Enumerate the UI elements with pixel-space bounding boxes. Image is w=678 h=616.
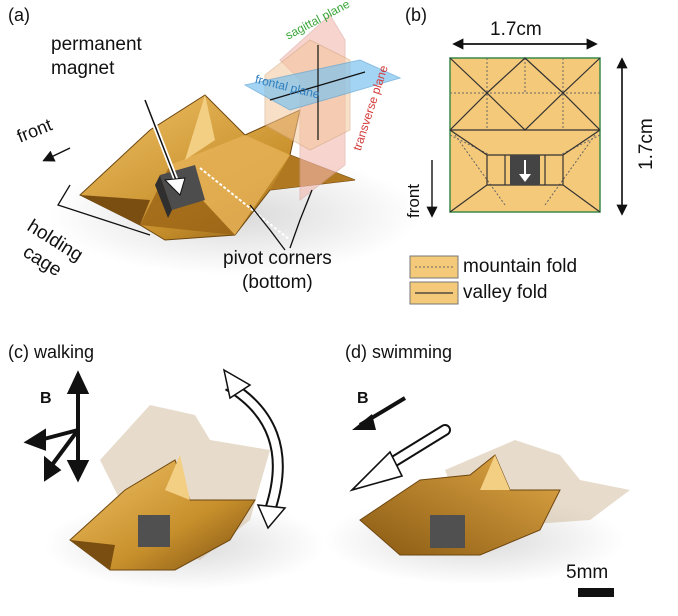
panel-c-robot [45,405,325,590]
field-label-c: B [40,390,52,407]
legend-mountain-fold: mountain fold [463,256,578,277]
panel-c-label: (c) walking [8,342,95,362]
swim-direction-arrow-icon [349,424,451,492]
pivot-dotted-line [199,167,291,241]
pivot-corners-line2: (bottom) [242,272,313,293]
width-label: 1.7cm [490,19,542,40]
permanent-magnet-label: permanent magnet [51,33,142,81]
permanent-magnet-line2: magnet [51,58,115,79]
front-arrow-a [42,147,71,162]
panel-a-label: (a) [8,5,30,25]
crease-pattern [409,38,628,305]
field-label-d: B [357,390,369,407]
legend-valley-fold: valley fold [463,282,548,303]
magnet-arrow-icon [163,177,186,196]
anatomical-planes [243,14,402,202]
rocking-arrow-icon [222,368,287,530]
pivot-pointer-1 [249,204,286,251]
front-label-b: front [404,183,423,218]
permanent-magnet-line1: permanent [51,34,142,55]
field-arrows-c [23,370,90,483]
holding-cage-bracket [57,184,151,236]
scale-bar-label: 5mm [566,562,609,583]
pivot-corners-label: pivot corners (bottom) [223,247,332,295]
height-label: 1.7cm [636,118,657,170]
panel-b-label: (b) [405,5,427,25]
panel-d-robot [325,440,630,585]
field-arrow-d [352,396,407,430]
pivot-corners-line1: pivot corners [223,248,332,269]
panel-d-label: (d) swimming [345,342,453,362]
scale-bar [578,588,614,597]
magnet-pointer [144,99,177,181]
pivot-pointer-2 [289,189,313,249]
